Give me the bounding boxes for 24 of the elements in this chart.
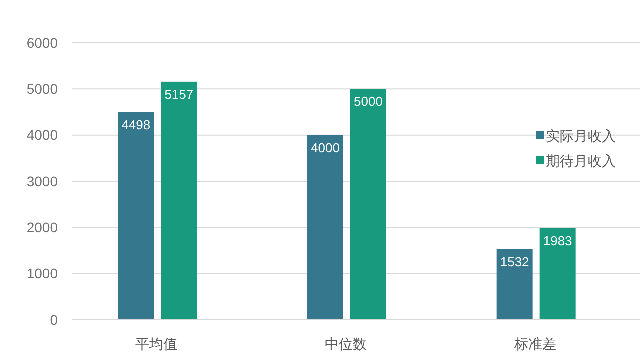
y-tick-label: 6000 xyxy=(26,34,58,51)
x-tick-label: 标准差 xyxy=(513,336,556,352)
data-label: 4000 xyxy=(311,140,340,156)
y-tick-label: 5000 xyxy=(26,81,58,98)
data-label: 1983 xyxy=(543,233,572,248)
y-tick-label: 0 xyxy=(50,312,58,328)
y-tick-label: 1000 xyxy=(26,266,58,282)
data-label: 1532 xyxy=(500,254,530,270)
x-tick-label: 中位数 xyxy=(325,336,367,352)
data-label: 4498 xyxy=(122,117,151,132)
bar xyxy=(118,112,154,320)
bar xyxy=(161,82,198,320)
data-label: 5000 xyxy=(354,94,383,110)
y-tick-label: 4000 xyxy=(26,127,58,144)
bar xyxy=(308,135,344,320)
legend-label: 期待月收入 xyxy=(546,152,616,169)
bar xyxy=(496,249,533,320)
bar xyxy=(540,228,576,320)
y-tick-label: 3000 xyxy=(26,173,58,190)
x-tick-label: 平均值 xyxy=(136,336,178,352)
legend-label: 实际月收入 xyxy=(546,128,616,144)
y-tick-label: 2000 xyxy=(26,220,58,236)
bar xyxy=(350,89,386,320)
data-label: 5157 xyxy=(164,86,194,102)
